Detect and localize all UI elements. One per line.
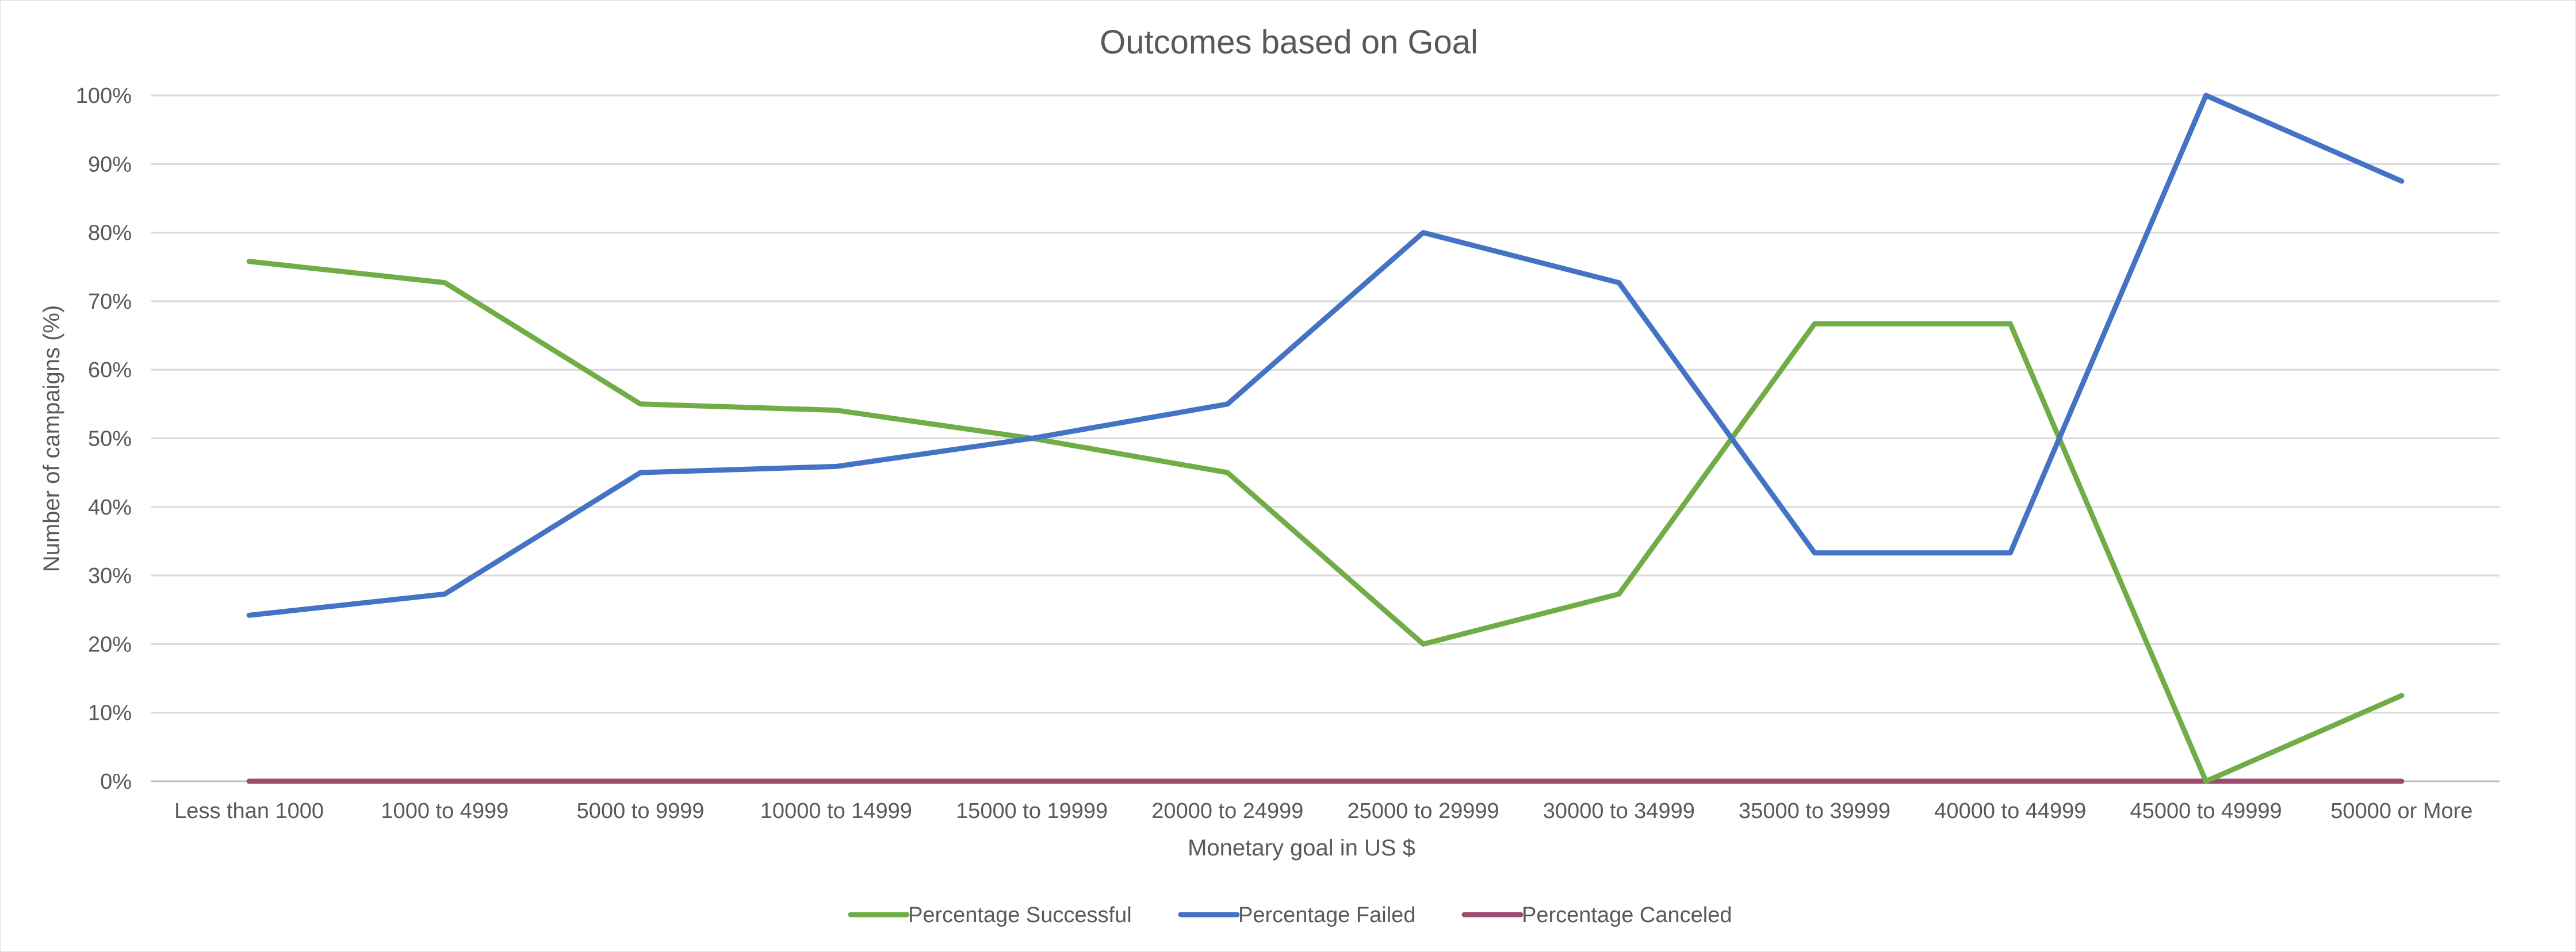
y-tick-label: 50% — [88, 427, 132, 451]
y-tick-label: 40% — [88, 496, 132, 520]
y-axis-ticks: 0% 10% 20% 30% 40% 50% 60% 70% 80% 90% 100% — [76, 84, 132, 794]
x-axis-title: Monetary goal in US $ — [1188, 835, 1415, 861]
x-tick-label: 10000 to 14999 — [760, 799, 912, 823]
y-tick-label: 30% — [88, 564, 132, 588]
legend-label-percentage-successful: Percentage Successful — [908, 903, 1132, 927]
x-tick-label: 30000 to 34999 — [1543, 799, 1695, 823]
legend-label-percentage-failed: Percentage Failed — [1238, 903, 1415, 927]
x-tick-label: 25000 to 29999 — [1348, 799, 1499, 823]
legend-label-percentage-canceled: Percentage Canceled — [1522, 903, 1732, 927]
legend: Percentage Successful Percentage Failed Pe… — [848, 903, 1732, 927]
x-tick-label: 40000 to 44999 — [1934, 799, 2086, 823]
chart-title: Outcomes based on Goal — [1100, 24, 1478, 61]
x-tick-label: 50000 or More — [2330, 799, 2472, 823]
y-tick-label: 90% — [88, 152, 132, 176]
y-tick-label: 0% — [100, 770, 132, 794]
x-tick-label: 15000 to 19999 — [956, 799, 1108, 823]
series-lines — [246, 93, 2405, 784]
x-tick-label: 20000 to 24999 — [1151, 799, 1303, 823]
series-line-percentage-successful — [246, 259, 2405, 784]
y-tick-label: 20% — [88, 632, 132, 657]
y-axis-title: Number of campaigns (%) — [39, 305, 64, 573]
x-tick-label: 5000 to 9999 — [577, 799, 705, 823]
x-tick-label: 35000 to 39999 — [1739, 799, 1890, 823]
y-tick-label: 10% — [88, 701, 132, 725]
series-line-percentage-failed — [246, 93, 2405, 618]
y-tick-label: 80% — [88, 221, 132, 245]
x-tick-label: 1000 to 4999 — [381, 799, 508, 823]
y-tick-label: 60% — [88, 358, 132, 382]
y-tick-label: 100% — [76, 84, 132, 108]
y-tick-label: 70% — [88, 290, 132, 314]
x-axis-ticks: Less than 1000 1000 to 4999 5000 to 9999 10… — [174, 799, 2472, 823]
x-tick-label: 45000 to 49999 — [2130, 799, 2282, 823]
gridlines — [151, 94, 2500, 782]
x-tick-label: Less than 1000 — [174, 799, 324, 823]
